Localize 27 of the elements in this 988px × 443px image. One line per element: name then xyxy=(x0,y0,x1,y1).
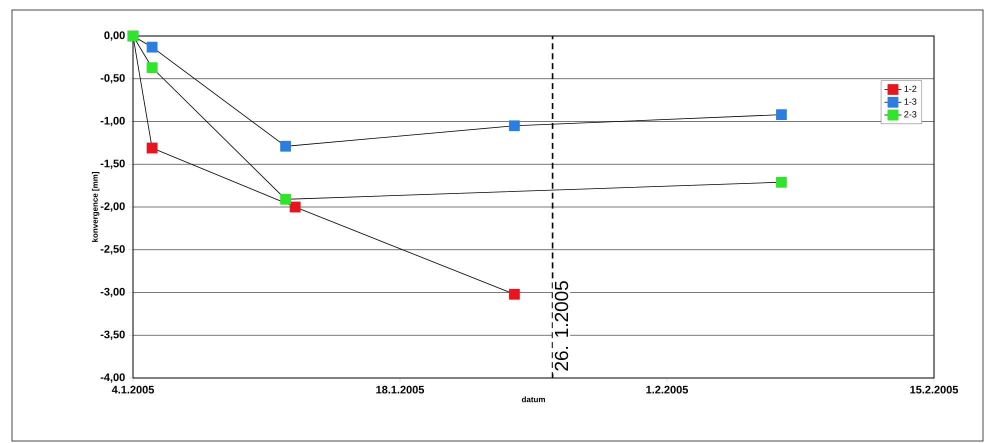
point xyxy=(280,140,291,152)
point xyxy=(290,202,300,212)
point xyxy=(280,194,291,205)
x-tick-label: 1.2.2005 xyxy=(646,386,688,394)
x-tick-label: 18.1.2005 xyxy=(376,386,424,394)
y-tick-label: -3,00 xyxy=(100,288,125,298)
point xyxy=(146,142,158,154)
x-tick-label: 15.2.2005 xyxy=(910,386,958,394)
ref-line-label: 26. 1.2005 xyxy=(554,281,568,371)
point xyxy=(509,288,520,300)
y-tick-label: -3,50 xyxy=(100,330,125,340)
point xyxy=(146,62,158,74)
legend-label: 1-2 xyxy=(904,86,916,92)
point xyxy=(776,176,787,188)
x-tick-label: 4.1.2005 xyxy=(112,386,154,394)
point xyxy=(776,109,787,120)
y-tick-label: -2,00 xyxy=(100,202,125,212)
y-tick-label: -2,50 xyxy=(100,245,125,254)
legend-label: 1-3 xyxy=(904,98,916,105)
legend-label: 2-3 xyxy=(904,111,916,118)
y-tick-label: -1,00 xyxy=(100,116,125,126)
point xyxy=(146,42,158,52)
point xyxy=(509,120,520,132)
y-tick-label: -4,00 xyxy=(100,373,125,383)
y-tick-label: -0,50 xyxy=(100,74,125,84)
y-tick-label: 0,00 xyxy=(104,31,125,41)
y-tick-label: -1,50 xyxy=(100,160,125,169)
